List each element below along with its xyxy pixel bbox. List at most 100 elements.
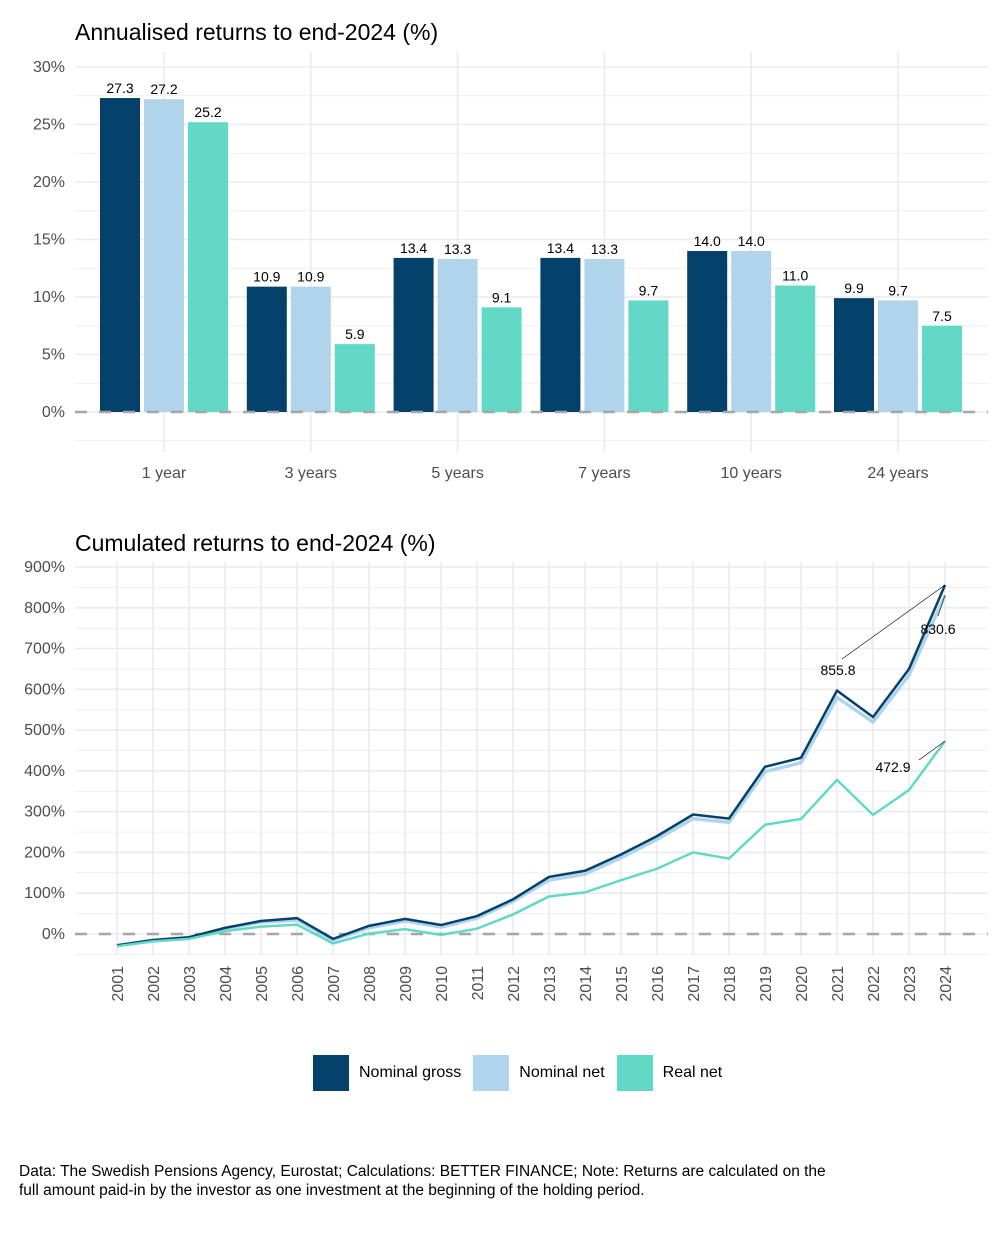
x-tick-label: 2021 — [830, 966, 847, 1002]
data-label: 5.9 — [345, 326, 365, 342]
y-tick-label: 10% — [33, 289, 65, 306]
line-chart-y-axis: 0% 100% 200% 300% 400% 500% 600% 700% 800% 900% — [24, 559, 65, 943]
line-chart-lines — [75, 584, 988, 948]
data-label: 11.0 — [782, 268, 808, 284]
data-label: 14.0 — [738, 233, 765, 249]
x-tick-label: 2020 — [794, 966, 811, 1002]
x-tick-label: 2013 — [542, 966, 559, 1002]
bar-nominal-gross — [100, 98, 140, 413]
x-tick-label: 2009 — [398, 966, 415, 1002]
legend-swatch-real-net — [616, 1055, 653, 1091]
bar-nominal-gross — [834, 298, 874, 412]
bar-nominal-net — [437, 259, 478, 412]
line-nominal-gross — [116, 584, 947, 947]
data-label: 13.3 — [444, 241, 471, 257]
bar-nominal-net — [731, 251, 772, 412]
data-label: 14.0 — [694, 233, 721, 249]
data-label: 13.3 — [591, 241, 618, 257]
bar-nominal-net — [290, 286, 331, 412]
bar-real-net — [481, 307, 522, 412]
data-label: 10.9 — [253, 269, 280, 285]
bar-real-net — [922, 325, 962, 412]
legend-item-nominal-net: Nominal net — [473, 1055, 605, 1091]
x-tick-label: 2019 — [758, 966, 775, 1002]
data-label: 27.2 — [150, 81, 177, 97]
legend-item-real-net: Real net — [616, 1055, 722, 1091]
bar-chart-title: Annualised returns to end-2024 (%) — [75, 19, 438, 45]
y-tick-label: 0% — [42, 404, 65, 421]
annotation-label: 472.9 — [875, 759, 910, 775]
x-tick-label: 7 years — [578, 465, 630, 482]
bar-real-net — [628, 300, 669, 412]
annotation-leader-line — [841, 584, 946, 660]
annotation-label: 855.8 — [820, 662, 855, 678]
legend-item-nominal-gross: Nominal gross — [313, 1055, 461, 1091]
x-tick-label: 10 years — [721, 465, 782, 482]
x-tick-label: 2018 — [722, 966, 739, 1002]
x-tick-label: 2011 — [470, 966, 487, 1001]
line-chart-grid — [75, 562, 988, 955]
y-tick-label: 200% — [24, 844, 65, 861]
bar-nominal-net — [878, 300, 918, 412]
x-tick-label: 24 years — [867, 465, 928, 482]
chart-canvas: Annualised returns to end-2024 (%) 0% 5% 1… — [24, 19, 988, 1002]
x-tick-label: 2001 — [110, 966, 127, 1002]
data-label: 13.4 — [547, 240, 574, 256]
x-tick-label: 2023 — [902, 966, 919, 1002]
bar-chart-bars — [75, 98, 988, 414]
x-tick-label: 2007 — [326, 966, 343, 1002]
y-tick-label: 30% — [33, 59, 65, 76]
annotation-label: 830.6 — [920, 621, 955, 637]
line-chart-title: Cumulated returns to end-2024 (%) — [75, 530, 436, 556]
legend: Nominal gross Nominal net Real net — [313, 1055, 734, 1091]
data-label: 9.9 — [844, 280, 864, 296]
legend-label: Nominal net — [519, 1064, 605, 1081]
data-label: 9.7 — [639, 282, 659, 298]
x-tick-label: 2024 — [938, 966, 955, 1002]
y-tick-label: 15% — [33, 232, 65, 249]
y-tick-label: 600% — [24, 681, 65, 698]
y-tick-label: 800% — [24, 600, 65, 617]
x-tick-label: 2003 — [182, 966, 199, 1002]
bar-nominal-gross — [246, 286, 287, 412]
bar-nominal-gross — [393, 257, 434, 412]
bar-real-net — [775, 285, 816, 412]
bar-nominal-gross — [540, 257, 581, 412]
y-tick-label: 700% — [24, 641, 65, 658]
legend-label: Nominal gross — [359, 1064, 462, 1081]
annotation-leader-line — [937, 595, 946, 617]
y-tick-label: 25% — [33, 117, 65, 134]
data-label: 7.5 — [932, 308, 952, 324]
data-label: 10.9 — [297, 269, 324, 285]
data-label: 9.1 — [492, 289, 512, 305]
bar-nominal-net — [584, 259, 625, 412]
x-tick-label: 2006 — [290, 966, 307, 1002]
y-tick-label: 20% — [33, 174, 65, 191]
bar-nominal-gross — [687, 251, 728, 412]
y-tick-label: 5% — [42, 347, 65, 364]
x-tick-label: 2004 — [218, 966, 235, 1002]
y-tick-label: 400% — [24, 763, 65, 780]
legend-swatch-nominal-gross — [313, 1055, 349, 1091]
bar-chart-x-axis: 1 year 3 years 5 years 7 years 10 years 24 ye… — [142, 465, 929, 482]
data-label: 27.3 — [106, 80, 133, 96]
x-tick-label: 2002 — [146, 966, 163, 1002]
bar-real-net — [188, 122, 228, 412]
line-chart-annotations: 855.8 830.6 472.9 — [820, 584, 956, 775]
data-label: 13.4 — [400, 240, 427, 256]
y-tick-label: 500% — [24, 722, 65, 739]
x-tick-label: 2022 — [866, 966, 883, 1002]
x-tick-label: 2005 — [254, 966, 271, 1002]
bar-chart-y-axis: 0% 5% 10% 15% 20% 25% 30% — [33, 59, 65, 421]
y-tick-label: 100% — [24, 885, 65, 902]
x-tick-label: 3 years — [285, 465, 337, 482]
y-tick-label: 300% — [24, 804, 65, 821]
x-tick-label: 2017 — [686, 966, 703, 1002]
x-tick-label: 2008 — [362, 966, 379, 1002]
x-tick-label: 1 year — [142, 465, 187, 482]
x-tick-label: 5 years — [431, 465, 483, 482]
data-label: 9.7 — [888, 282, 908, 298]
line-real-net — [116, 740, 947, 948]
bar-nominal-net — [144, 99, 184, 412]
source-caption: Data: The Swedish Pensions Agency, Euros… — [19, 1163, 826, 1199]
